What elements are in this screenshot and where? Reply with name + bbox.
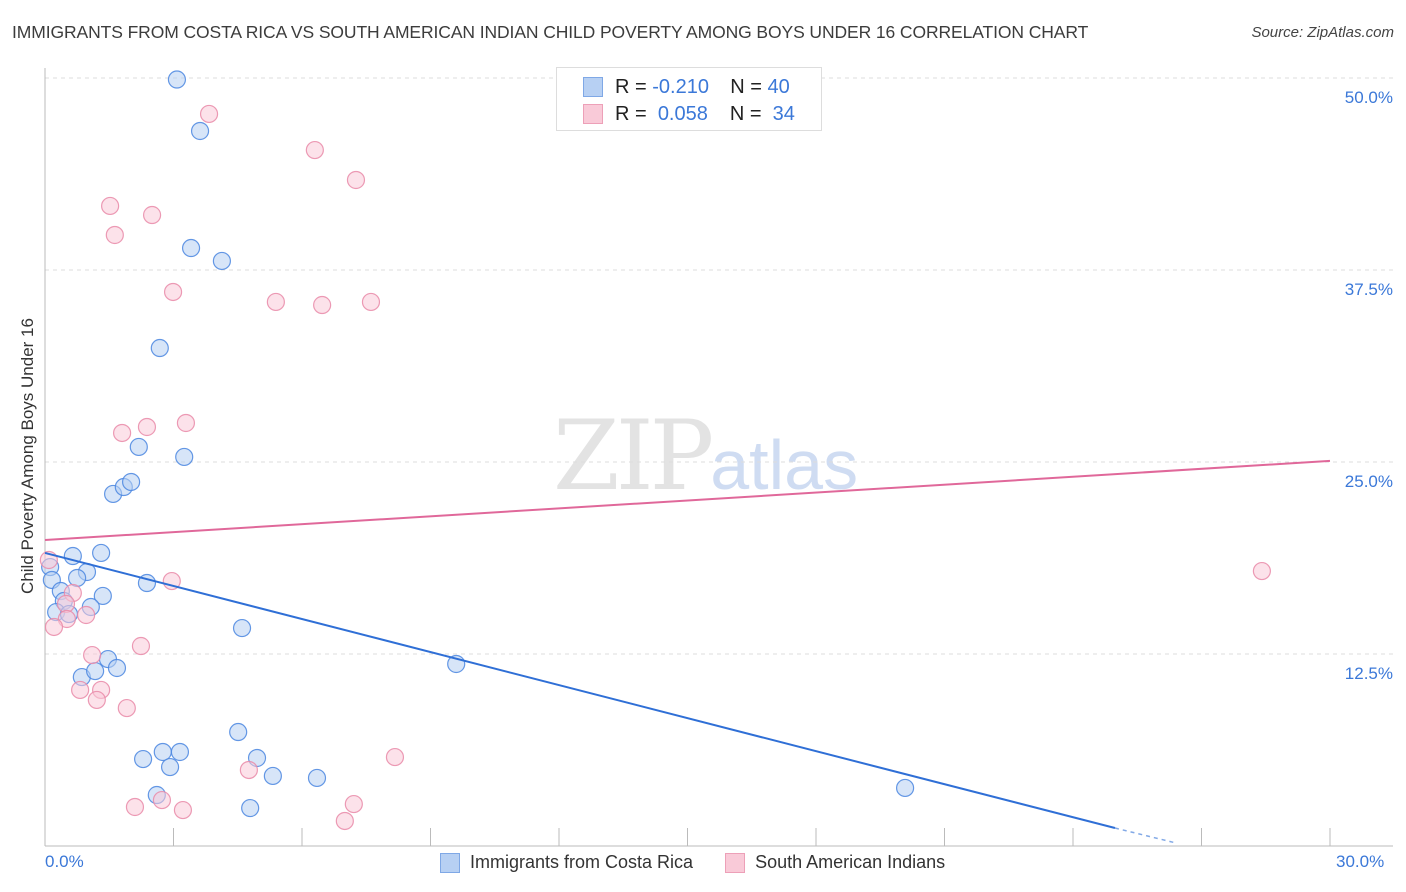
point-south-american-indian bbox=[71, 680, 90, 700]
point-costa-rica bbox=[150, 338, 169, 358]
point-south-american-indian bbox=[152, 790, 172, 810]
y-tick-label: 25.0% bbox=[1345, 472, 1393, 491]
legend-item-costa-rica[interactable]: Immigrants from Costa Rica bbox=[440, 852, 693, 873]
pink-swatch bbox=[583, 104, 603, 124]
point-south-american-indian bbox=[385, 747, 405, 767]
point-costa-rica bbox=[170, 742, 190, 762]
point-south-american-indian bbox=[56, 594, 76, 614]
r-label: R = bbox=[615, 75, 647, 98]
point-south-american-indian bbox=[105, 225, 124, 245]
blue-swatch bbox=[440, 852, 460, 873]
r-value: -0.210 bbox=[652, 75, 709, 98]
point-costa-rica bbox=[153, 742, 172, 762]
point-south-american-indian bbox=[173, 800, 193, 820]
point-south-american-indian bbox=[125, 797, 145, 817]
point-south-american-indian bbox=[83, 645, 102, 665]
trendline-costa-rica bbox=[44, 551, 1116, 829]
point-costa-rica bbox=[107, 658, 127, 678]
point-costa-rica bbox=[93, 586, 112, 606]
chart-title: IMMIGRANTS FROM COSTA RICA VS SOUTH AMER… bbox=[12, 22, 1089, 42]
legend-label: Immigrants from Costa Rica bbox=[470, 852, 694, 872]
point-costa-rica bbox=[307, 768, 327, 788]
point-costa-rica bbox=[895, 778, 915, 798]
trendline-south-american-indian bbox=[44, 459, 1331, 542]
point-costa-rica bbox=[175, 447, 194, 467]
point-south-american-indian bbox=[163, 282, 183, 302]
stats-row-pink: R = 0.058 N = 34 bbox=[583, 101, 795, 127]
point-south-american-indian bbox=[101, 196, 120, 216]
point-costa-rica bbox=[121, 472, 141, 492]
stats-box: R = -0.210 N = 40 R = 0.058 N = 34 bbox=[556, 67, 822, 131]
n-value: 34 bbox=[772, 102, 795, 125]
point-south-american-indian bbox=[199, 104, 219, 124]
legend-item-south-american-indians[interactable]: South American Indians bbox=[725, 852, 945, 873]
point-costa-rica bbox=[133, 749, 153, 769]
point-costa-rica bbox=[167, 70, 187, 89]
point-south-american-indian bbox=[112, 423, 132, 443]
pink-swatch bbox=[725, 852, 746, 873]
point-south-american-indian bbox=[335, 811, 354, 831]
point-south-american-indian bbox=[117, 698, 136, 718]
legend: Immigrants from Costa Rica South America… bbox=[440, 852, 977, 873]
point-costa-rica bbox=[212, 251, 232, 271]
legend-label: South American Indians bbox=[755, 852, 946, 872]
point-costa-rica bbox=[129, 437, 148, 457]
y-tick-label: 50.0% bbox=[1345, 88, 1393, 107]
point-south-american-indian bbox=[346, 170, 366, 190]
point-south-american-indian bbox=[131, 636, 151, 656]
point-costa-rica bbox=[232, 618, 252, 638]
watermark-zip: ZIP bbox=[553, 400, 714, 512]
point-south-american-indian bbox=[142, 205, 162, 225]
stats-row-blue: R = -0.210 N = 40 bbox=[583, 74, 790, 100]
point-south-american-indian bbox=[87, 690, 106, 710]
point-south-american-indian bbox=[305, 140, 324, 160]
point-south-american-indian bbox=[1252, 561, 1271, 581]
point-costa-rica bbox=[68, 568, 87, 588]
point-costa-rica bbox=[86, 661, 105, 681]
point-south-american-indian bbox=[44, 617, 64, 637]
point-costa-rica bbox=[241, 798, 260, 818]
point-costa-rica bbox=[229, 722, 248, 742]
point-south-american-indian bbox=[176, 413, 196, 433]
blue-swatch bbox=[583, 77, 603, 97]
x-tick-max: 30.0% bbox=[1336, 852, 1385, 871]
watermark: ZIPatlas bbox=[553, 400, 858, 512]
point-costa-rica bbox=[160, 757, 180, 777]
point-south-american-indian bbox=[137, 417, 157, 437]
point-south-american-indian bbox=[239, 760, 258, 780]
x-tick-min: 0.0% bbox=[45, 852, 84, 871]
point-costa-rica bbox=[92, 543, 111, 563]
point-south-american-indian bbox=[361, 292, 381, 312]
r-value: 0.058 bbox=[657, 102, 708, 125]
point-costa-rica bbox=[190, 121, 210, 141]
point-costa-rica bbox=[263, 766, 282, 786]
point-costa-rica bbox=[181, 238, 201, 258]
point-south-american-indian bbox=[344, 794, 363, 814]
y-tick-label: 37.5% bbox=[1345, 280, 1393, 299]
trendline-extension-costa-rica bbox=[1114, 827, 1176, 844]
point-south-american-indian bbox=[266, 292, 285, 312]
point-south-american-indian bbox=[77, 605, 96, 625]
source-label: Source: ZipAtlas.com bbox=[1251, 24, 1394, 41]
n-label: N = bbox=[730, 75, 762, 98]
n-value: 40 bbox=[767, 75, 790, 98]
y-tick-label: 12.5% bbox=[1345, 664, 1393, 683]
n-label: N = bbox=[729, 102, 762, 125]
r-label: R = bbox=[615, 102, 647, 125]
point-south-american-indian bbox=[313, 295, 332, 315]
y-axis-label: Child Poverty Among Boys Under 16 bbox=[18, 318, 37, 594]
